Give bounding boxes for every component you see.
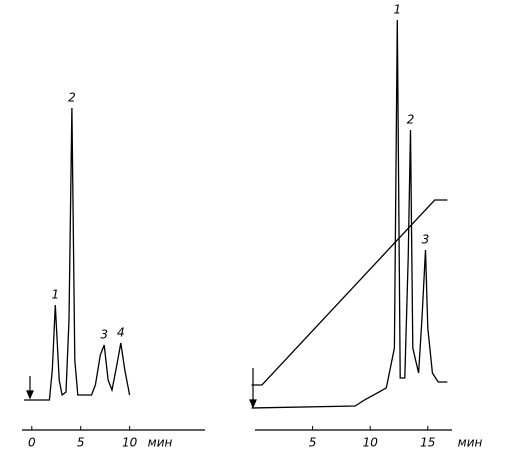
peak-label: 3	[100, 328, 108, 342]
peak-label: 2	[407, 113, 415, 127]
peak-label: 4	[117, 326, 125, 340]
x-axis-label: мин	[148, 436, 173, 450]
peak-label: 3	[422, 233, 430, 247]
x-axis-label: мин	[458, 436, 483, 450]
arrow-head	[249, 399, 257, 409]
injection-marks	[26, 368, 257, 409]
x-tick-label: 15	[420, 436, 435, 450]
arrow-head	[26, 390, 34, 400]
trace	[251, 19, 448, 409]
peak-label: 1	[393, 3, 401, 17]
x-tick-label: 10	[363, 436, 379, 450]
x-tick-label: 5	[309, 436, 317, 450]
peak-label: 1	[51, 288, 59, 302]
trace	[24, 107, 131, 401]
peak-label: 2	[68, 91, 76, 105]
x-tick-label: 5	[77, 436, 85, 450]
x-tick-label: 10	[122, 436, 138, 450]
trace	[251, 199, 448, 386]
x-tick-label: 0	[28, 436, 36, 450]
